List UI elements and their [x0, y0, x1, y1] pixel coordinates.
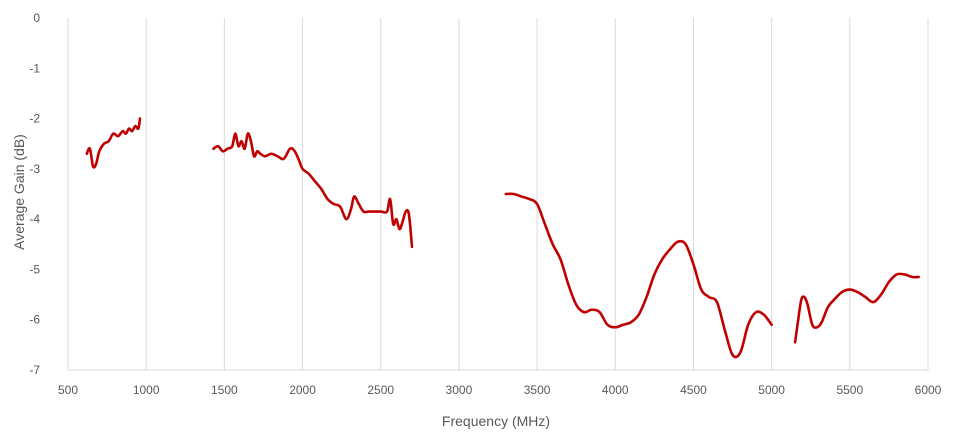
y-tick-label: -6: [29, 313, 40, 327]
y-tick-label: 0: [33, 11, 40, 25]
y-tick-label: -1: [29, 61, 40, 75]
x-tick-label: 2500: [367, 383, 394, 397]
series-line-segment-1: [85, 117, 142, 169]
x-tick-label: 4000: [602, 383, 629, 397]
x-tick-label: 5000: [758, 383, 785, 397]
x-tick-label: 5500: [836, 383, 863, 397]
x-tick-label: 3000: [446, 383, 473, 397]
x-axis-tick-labels: 500 1000 1500 2000 2500 3000 3500 4000 4500 5000 5…: [58, 383, 942, 397]
x-tick-label: 4500: [680, 383, 707, 397]
x-axis-title: Frequency (MHz): [442, 413, 550, 429]
series-line-segment-4: [793, 272, 920, 344]
y-axis-tick-labels: 0 -1 -2 -3 -4 -5 -6 -7: [29, 11, 40, 377]
x-tick-label: 6000: [915, 383, 942, 397]
y-tick-label: -2: [29, 112, 40, 126]
x-tick-label: 3500: [524, 383, 551, 397]
x-tick-label: 1500: [211, 383, 238, 397]
y-axis-title: Average Gain (dB): [11, 134, 27, 250]
grid-lines: [67, 18, 929, 371]
series-lines: [85, 117, 920, 359]
x-tick-label: 2000: [289, 383, 316, 397]
x-tick-label: 500: [58, 383, 78, 397]
y-tick-label: -5: [29, 262, 40, 276]
y-tick-label: -7: [29, 363, 40, 377]
series-line-segment-3: [504, 192, 773, 359]
x-tick-label: 1000: [133, 383, 160, 397]
series-line-segment-2: [212, 132, 414, 249]
y-tick-label: -4: [29, 212, 40, 226]
y-tick-label: -3: [29, 162, 40, 176]
